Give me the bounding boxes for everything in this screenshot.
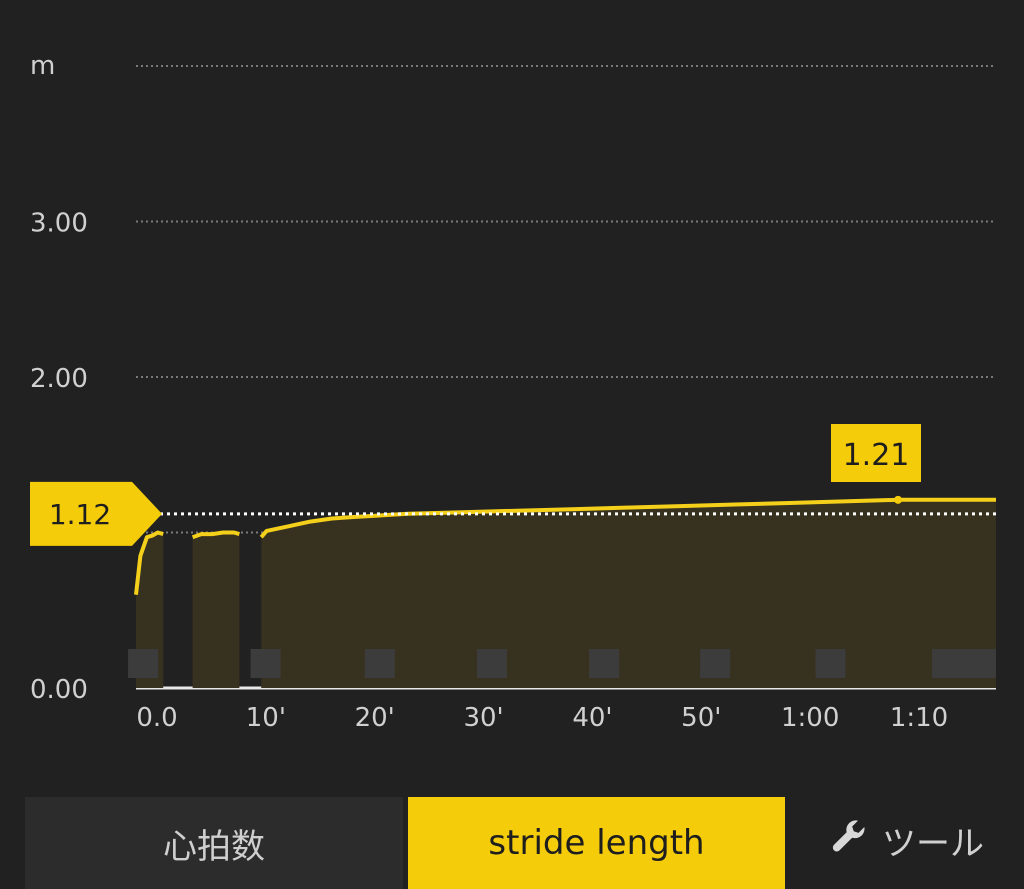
series-area bbox=[192, 532, 240, 688]
lap-marker bbox=[815, 649, 846, 678]
tab-bar: 心拍数 stride length bbox=[0, 797, 1024, 889]
y-tick-label: 2.00 bbox=[30, 364, 88, 394]
tab-stride-length[interactable]: stride length bbox=[408, 797, 785, 889]
series-line bbox=[134, 530, 164, 595]
series-line bbox=[191, 530, 240, 540]
x-tick-label: 30' bbox=[463, 703, 503, 733]
x-tick-label: 20' bbox=[355, 703, 395, 733]
average-label: 1.12 bbox=[49, 498, 111, 531]
lap-marker bbox=[476, 649, 507, 678]
lap-marker bbox=[700, 649, 731, 678]
lap-marker bbox=[128, 649, 159, 678]
max-point bbox=[894, 495, 903, 504]
x-tick-label: 40' bbox=[572, 703, 612, 733]
series-line bbox=[259, 497, 996, 539]
x-tick-label: 1:10 bbox=[890, 703, 948, 733]
x-tick-label: 10' bbox=[246, 703, 286, 733]
stride-length-chart: m 0.00 2.00 3.00 0.0 10' 20' 30' 40' 50' 1:00 1:10 1… bbox=[30, 51, 996, 733]
wrench-icon bbox=[830, 817, 882, 864]
x-tick-label: 0.0 bbox=[136, 703, 177, 733]
lap-marker bbox=[932, 649, 996, 678]
max-badge bbox=[831, 424, 921, 482]
tool-label: ツール bbox=[882, 823, 984, 864]
lap-marker bbox=[250, 649, 281, 678]
lap-marker bbox=[589, 649, 620, 678]
y-tick-label: 3.00 bbox=[30, 209, 88, 239]
lap-marker bbox=[364, 649, 395, 678]
y-tick-label: 0.00 bbox=[30, 675, 88, 705]
y-axis-unit: m bbox=[30, 51, 55, 81]
x-tick-label: 1:00 bbox=[781, 703, 839, 733]
max-label: 1.21 bbox=[843, 438, 910, 473]
series-area bbox=[261, 499, 996, 688]
tab-heart-rate[interactable]: 心拍数 bbox=[25, 797, 403, 889]
average-badge bbox=[30, 481, 162, 546]
tool-button[interactable]: ツール bbox=[830, 814, 984, 866]
x-tick-label: 50' bbox=[681, 703, 721, 733]
